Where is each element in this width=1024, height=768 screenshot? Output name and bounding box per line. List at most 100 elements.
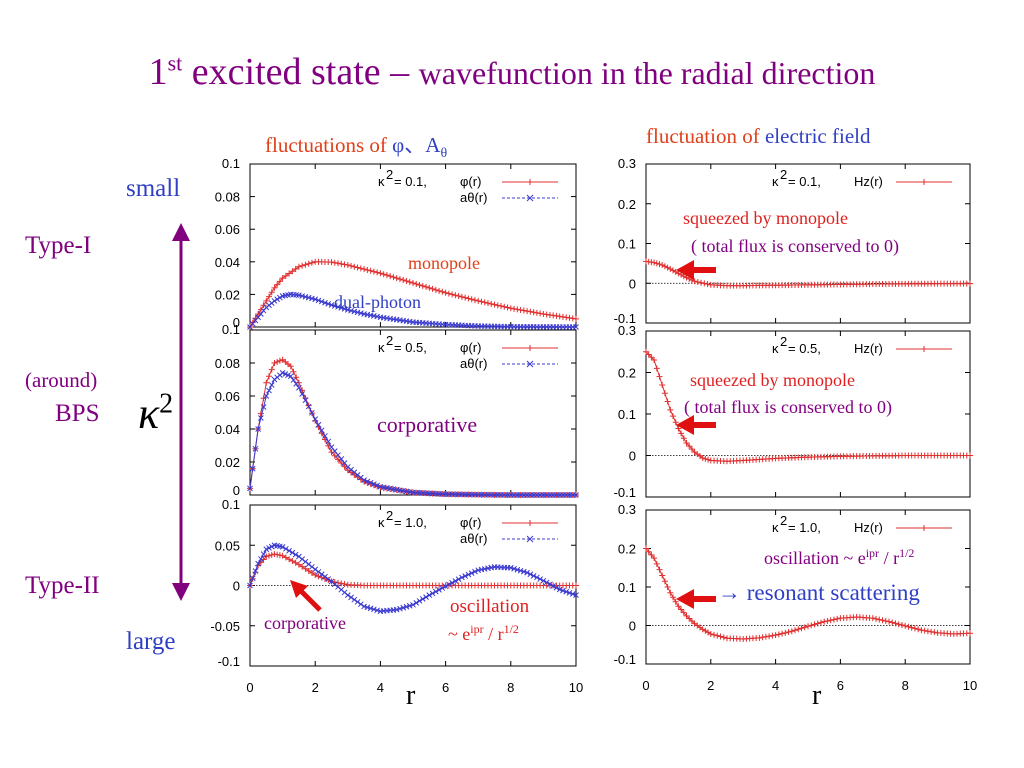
data-point (348, 307, 354, 314)
x-tick-label: 10 (569, 680, 583, 695)
data-point (400, 277, 407, 284)
data-point (325, 301, 332, 307)
data-point (266, 293, 273, 300)
data-point (762, 633, 769, 640)
data-point (720, 634, 727, 641)
data-point (643, 348, 649, 355)
data-point (756, 634, 763, 641)
data-point (260, 551, 267, 557)
data-point (436, 586, 442, 593)
data-point (446, 581, 452, 588)
data-point (276, 278, 283, 285)
data-point (361, 477, 367, 484)
data-point (879, 617, 886, 624)
data-point (252, 445, 259, 452)
data-point (455, 293, 462, 300)
data-point (302, 565, 309, 572)
y-tick-label: 0.04 (215, 422, 240, 437)
data-point (374, 482, 380, 489)
data-point (573, 592, 579, 599)
annotation-squeezed-top: squeezed by monopole (683, 208, 848, 228)
page-title: 1st excited state – wavefunction in the … (148, 50, 876, 93)
data-point (808, 622, 815, 629)
series-markers (643, 258, 973, 289)
data-point (507, 564, 514, 571)
data-point (335, 456, 342, 463)
data-point (271, 284, 278, 291)
data-point (661, 263, 668, 270)
data-point (924, 628, 931, 635)
data-point (263, 393, 270, 399)
data-point (672, 598, 679, 605)
data-point (553, 584, 560, 591)
data-point (371, 481, 377, 487)
y-tick-label: 0.1 (618, 407, 636, 422)
annotation-oscillation-formula-left: ~ eipr / r1/2 (448, 622, 519, 644)
data-point (328, 259, 335, 266)
data-point (344, 592, 351, 599)
data-point (387, 273, 394, 280)
data-point (292, 265, 299, 272)
legend-kappa-sup: 2 (386, 333, 393, 348)
data-point (675, 603, 682, 610)
data-point (656, 261, 663, 268)
data-point (371, 606, 377, 613)
data-point (701, 280, 708, 287)
x-tick-label: 2 (312, 680, 319, 695)
y-tick-label: 0 (233, 315, 240, 330)
data-point (672, 419, 679, 426)
legend-kappa-value: = 1.0, (394, 515, 427, 530)
data-point (335, 260, 342, 267)
data-point (290, 368, 297, 375)
data-point (354, 264, 361, 271)
arrow-squeezed-top (676, 260, 716, 280)
data-point (374, 607, 380, 614)
data-point (419, 596, 426, 602)
data-point (680, 435, 687, 442)
data-point (322, 573, 328, 580)
data-point (406, 602, 413, 609)
data-point (902, 622, 909, 629)
data-point (501, 303, 508, 310)
data-point (484, 300, 491, 307)
data-point (299, 563, 306, 570)
x-tick-label: 4 (772, 678, 779, 693)
data-point (449, 579, 455, 586)
data-point (534, 574, 540, 581)
data-point (296, 292, 302, 299)
y-tick-label: 0.1 (222, 322, 240, 337)
legend-kappa-sup: 2 (780, 334, 787, 349)
data-point (289, 549, 296, 556)
data-point (335, 304, 341, 310)
data-point (271, 360, 278, 366)
data-point (289, 558, 296, 565)
data-point (255, 426, 262, 432)
kappa-squared-label: κ2 (138, 388, 174, 438)
series-markers (643, 545, 973, 642)
data-point (325, 438, 332, 445)
data-point (898, 622, 905, 629)
data-point (383, 272, 390, 279)
data-point (403, 603, 410, 610)
chart-right-bottom: 0.30.20.10-0.10 2 4 6 8 10κ 2 = 1.0, Hz(r) (614, 502, 978, 693)
legend-marker (526, 360, 534, 368)
data-point (543, 579, 550, 586)
data-point (302, 261, 309, 268)
data-point (468, 296, 475, 303)
data-point (348, 594, 354, 601)
y-tick-label: 0 (629, 276, 636, 291)
data-point (302, 397, 309, 404)
data-point (416, 281, 423, 288)
data-point (287, 363, 294, 370)
data-point (255, 310, 262, 317)
series-markers (247, 370, 579, 498)
data-point (282, 272, 289, 279)
data-point (563, 588, 570, 595)
data-point (705, 456, 712, 463)
data-point (271, 298, 278, 304)
data-point (514, 566, 521, 573)
data-point (393, 275, 400, 282)
data-point (494, 302, 501, 309)
data-point (354, 599, 361, 605)
chart-right-top: 0.3 0.2 0.1 0 -0.1 κ 2 = 0.1, Hz(r) (614, 156, 973, 326)
